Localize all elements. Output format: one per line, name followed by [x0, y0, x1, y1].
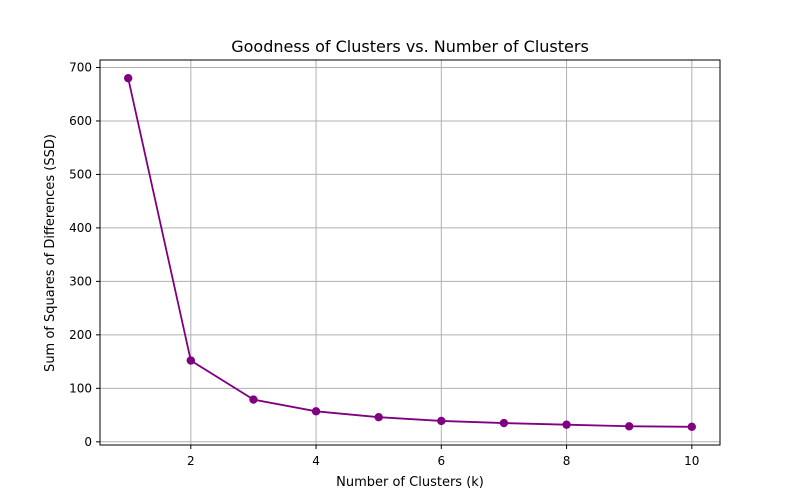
y-axis-label: Sum of Squares of Differences (SSD): [43, 134, 58, 372]
x-tick-label: 2: [187, 454, 195, 468]
y-tick-label: 200: [69, 328, 92, 342]
y-tick-label: 700: [69, 60, 92, 74]
series-line: [127, 77, 692, 428]
y-tick-label: 100: [69, 381, 92, 395]
y-tick-label: 0: [84, 435, 92, 449]
data-point: [123, 73, 133, 83]
chart-title: Goodness of Clusters vs. Number of Clust…: [231, 37, 589, 56]
data-point: [311, 407, 321, 416]
x-tick-label: 6: [437, 454, 445, 468]
series-layer: [123, 73, 697, 432]
y-tick-label: 400: [69, 221, 92, 235]
data-point: [687, 422, 697, 432]
y-tick-label: 500: [69, 167, 92, 181]
data-point: [499, 418, 509, 428]
data-point: [437, 416, 446, 426]
x-tick-label: 4: [312, 454, 320, 468]
x-tick-label: 10: [684, 454, 699, 468]
data-point: [562, 420, 571, 429]
y-tick-label: 600: [69, 114, 92, 128]
data-point: [249, 395, 258, 404]
x-axis-label: Number of Clusters (k): [336, 475, 484, 490]
x-tick-label: 8: [563, 454, 571, 468]
grid: [100, 60, 720, 445]
data-point: [624, 422, 634, 431]
data-point: [186, 356, 196, 365]
plot-frame: [99, 59, 721, 446]
y-tick-label: 300: [69, 274, 92, 288]
data-point: [374, 412, 383, 422]
